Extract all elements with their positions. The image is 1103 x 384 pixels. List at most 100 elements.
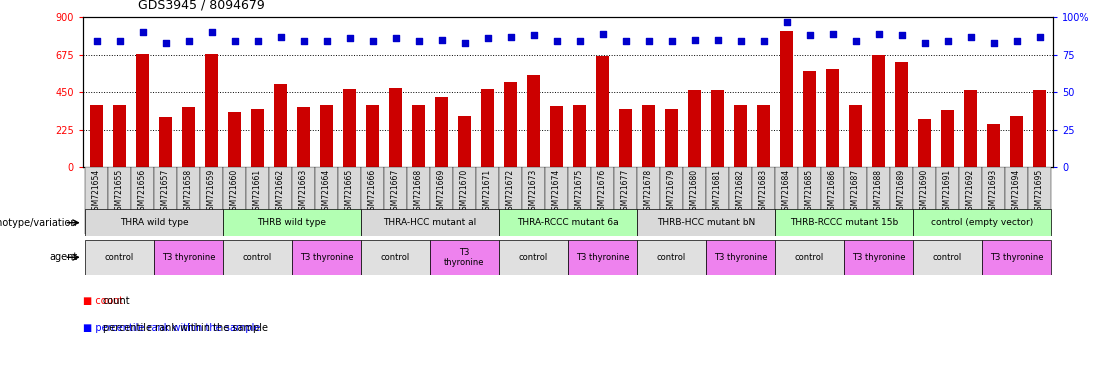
Bar: [411, 106, 426, 167]
Text: GSM721673: GSM721673: [529, 169, 538, 215]
Bar: [131, 167, 154, 234]
Bar: [780, 31, 793, 167]
Point: [824, 31, 842, 37]
Text: GSM721655: GSM721655: [115, 169, 124, 215]
Text: GSM721683: GSM721683: [759, 169, 768, 215]
Bar: [895, 62, 909, 167]
Point: [570, 38, 588, 44]
Text: GSM721681: GSM721681: [713, 169, 722, 215]
Bar: [526, 75, 540, 167]
Text: GSM721689: GSM721689: [897, 169, 906, 215]
Point: [409, 38, 427, 44]
Text: T3 thyronine: T3 thyronine: [300, 253, 353, 262]
Bar: [499, 209, 638, 236]
Bar: [159, 117, 172, 167]
Bar: [844, 240, 913, 275]
Text: ■ count: ■ count: [83, 296, 122, 306]
Text: GDS3945 / 8094679: GDS3945 / 8094679: [138, 0, 265, 12]
Text: GSM721660: GSM721660: [231, 169, 239, 215]
Bar: [683, 167, 706, 234]
Text: GSM721693: GSM721693: [989, 169, 998, 215]
Text: GSM721694: GSM721694: [1013, 169, 1021, 215]
Point: [318, 38, 335, 44]
Point: [387, 35, 405, 41]
Bar: [890, 167, 913, 234]
Point: [432, 37, 450, 43]
Text: THRA-HCC mutant al: THRA-HCC mutant al: [384, 218, 476, 227]
Bar: [844, 167, 867, 234]
Bar: [205, 54, 218, 167]
Point: [892, 32, 910, 38]
Text: GSM721685: GSM721685: [805, 169, 814, 215]
Point: [248, 38, 266, 44]
Bar: [982, 240, 1051, 275]
Bar: [614, 167, 638, 234]
Text: GSM721662: GSM721662: [276, 169, 285, 215]
Text: T3 thyronine: T3 thyronine: [989, 253, 1043, 262]
Bar: [733, 106, 748, 167]
Text: GSM721664: GSM721664: [322, 169, 331, 215]
Bar: [660, 167, 683, 234]
Text: GSM721687: GSM721687: [852, 169, 860, 215]
Bar: [642, 106, 655, 167]
Point: [870, 31, 888, 37]
Point: [801, 32, 818, 38]
Bar: [361, 167, 384, 234]
Bar: [89, 106, 104, 167]
Bar: [913, 240, 982, 275]
Bar: [388, 88, 403, 167]
Bar: [821, 167, 844, 234]
Point: [617, 38, 634, 44]
Point: [295, 38, 312, 44]
Text: GSM721686: GSM721686: [828, 169, 837, 215]
Bar: [223, 209, 361, 236]
Bar: [200, 167, 223, 234]
Text: GSM721671: GSM721671: [483, 169, 492, 215]
Bar: [430, 240, 499, 275]
Bar: [384, 167, 407, 234]
Bar: [154, 167, 176, 234]
Bar: [338, 167, 361, 234]
Text: GSM721658: GSM721658: [184, 169, 193, 215]
Text: GSM721654: GSM721654: [92, 169, 101, 215]
Bar: [85, 209, 223, 236]
Text: GSM721674: GSM721674: [552, 169, 561, 215]
Bar: [476, 167, 499, 234]
Point: [962, 34, 979, 40]
Bar: [619, 109, 632, 167]
Text: control: control: [933, 253, 962, 262]
Text: GSM721659: GSM721659: [207, 169, 216, 215]
Bar: [687, 91, 702, 167]
Bar: [274, 84, 288, 167]
Bar: [1005, 167, 1028, 234]
Text: GSM721668: GSM721668: [414, 169, 424, 215]
Bar: [710, 91, 725, 167]
Point: [686, 37, 704, 43]
Bar: [775, 167, 799, 234]
Bar: [246, 167, 269, 234]
Text: control: control: [105, 253, 135, 262]
Bar: [638, 209, 775, 236]
Bar: [182, 107, 195, 167]
Bar: [596, 56, 610, 167]
Bar: [982, 167, 1005, 234]
Bar: [504, 82, 517, 167]
Bar: [108, 167, 131, 234]
Text: GSM721672: GSM721672: [506, 169, 515, 215]
Bar: [292, 240, 361, 275]
Point: [479, 35, 496, 41]
Point: [709, 37, 727, 43]
Bar: [964, 90, 977, 167]
Point: [915, 40, 933, 46]
Bar: [361, 209, 499, 236]
Text: T3
thyronine: T3 thyronine: [445, 248, 485, 267]
Bar: [913, 209, 1051, 236]
Bar: [343, 89, 356, 167]
Text: GSM721669: GSM721669: [437, 169, 446, 215]
Text: GSM721667: GSM721667: [392, 169, 400, 215]
Bar: [227, 112, 242, 167]
Bar: [435, 97, 449, 167]
Bar: [549, 106, 564, 167]
Point: [203, 29, 221, 35]
Text: THRA wild type: THRA wild type: [120, 218, 189, 227]
